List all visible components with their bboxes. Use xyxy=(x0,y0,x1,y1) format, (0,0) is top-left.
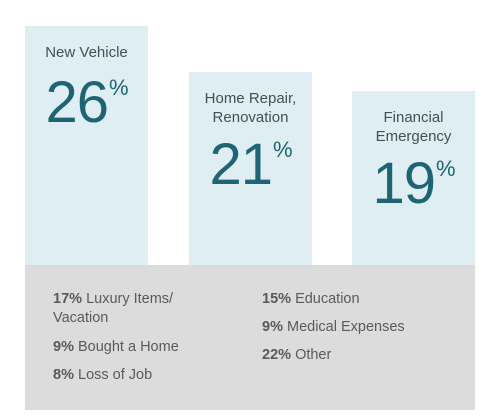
other-item-luxury: 17% Luxury Items/ Vacation xyxy=(53,291,174,326)
bar-value-label: 21% xyxy=(209,132,292,197)
bar-label: Financial Emergency xyxy=(375,109,452,145)
other-item-loss-of-job: 8% Loss of Job xyxy=(53,367,153,383)
bar-new-vehicle: New Vehicle 26% xyxy=(25,26,148,266)
bar-label: New Vehicle xyxy=(45,44,128,61)
other-reasons-panel: 17% Luxury Items/ Vacation 9% Bought a H… xyxy=(25,265,475,410)
other-item-other: 22% Other xyxy=(262,347,332,363)
other-item-bought-home: 9% Bought a Home xyxy=(53,339,179,355)
bar-value-label: 19% xyxy=(372,151,455,216)
bar-financial-emergency: Financial Emergency 19% xyxy=(352,91,475,266)
bar-home-repair: Home Repair, Renovation 21% xyxy=(189,72,312,266)
other-item-medical: 9% Medical Expenses xyxy=(262,319,405,335)
other-item-education: 15% Education xyxy=(262,291,360,307)
bar-value-label: 26% xyxy=(45,70,128,135)
bar-chart: New Vehicle 26% Home Repair, Renovation 21% F… xyxy=(25,26,475,266)
bar-label: Home Repair, Renovation xyxy=(204,90,297,126)
